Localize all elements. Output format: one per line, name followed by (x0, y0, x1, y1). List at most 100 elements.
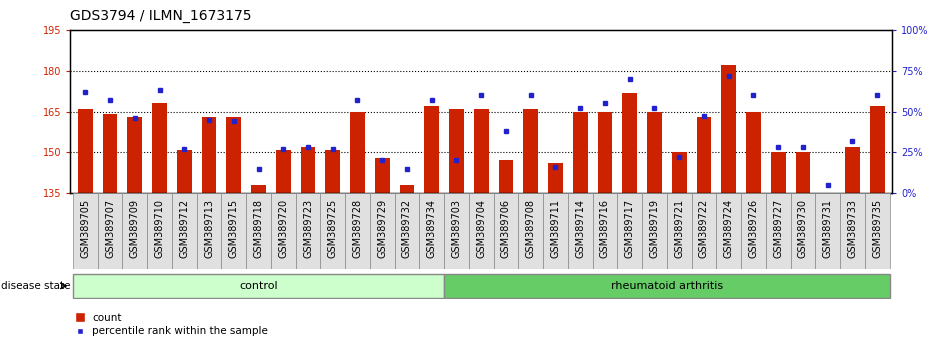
FancyBboxPatch shape (667, 193, 692, 269)
Text: GSM389730: GSM389730 (798, 199, 808, 258)
FancyBboxPatch shape (865, 193, 889, 269)
FancyBboxPatch shape (444, 274, 889, 298)
Bar (671, 152, 686, 193)
Text: GSM389723: GSM389723 (303, 199, 313, 258)
Bar (721, 65, 736, 193)
FancyBboxPatch shape (791, 193, 815, 269)
FancyBboxPatch shape (494, 193, 518, 269)
Text: GSM389724: GSM389724 (724, 199, 733, 258)
Text: GSM389711: GSM389711 (550, 199, 561, 258)
FancyBboxPatch shape (543, 193, 568, 269)
Bar (845, 147, 860, 193)
Text: GSM389717: GSM389717 (624, 199, 635, 258)
Text: rheumatoid arthritis: rheumatoid arthritis (610, 281, 723, 291)
Text: GSM389733: GSM389733 (848, 199, 857, 258)
FancyBboxPatch shape (518, 193, 543, 269)
Text: GSM389721: GSM389721 (674, 199, 685, 258)
Text: GSM389712: GSM389712 (179, 199, 190, 258)
FancyBboxPatch shape (815, 193, 840, 269)
Text: GSM389727: GSM389727 (773, 199, 783, 258)
Text: GSM389706: GSM389706 (501, 199, 511, 258)
FancyBboxPatch shape (444, 193, 469, 269)
Bar (597, 112, 612, 193)
Text: GSM389732: GSM389732 (402, 199, 412, 258)
Bar (548, 163, 562, 193)
Bar (449, 109, 464, 193)
FancyBboxPatch shape (692, 193, 716, 269)
Bar (102, 114, 117, 193)
Bar (276, 149, 291, 193)
Bar (400, 185, 414, 193)
Text: GSM389715: GSM389715 (229, 199, 239, 258)
Text: GSM389714: GSM389714 (576, 199, 585, 258)
FancyBboxPatch shape (469, 193, 494, 269)
Bar (325, 149, 340, 193)
FancyBboxPatch shape (73, 274, 444, 298)
Text: GSM389720: GSM389720 (278, 199, 288, 258)
FancyBboxPatch shape (172, 193, 196, 269)
Text: GSM389705: GSM389705 (80, 199, 90, 258)
Text: disease state: disease state (1, 281, 70, 291)
FancyBboxPatch shape (222, 193, 246, 269)
Bar (152, 103, 167, 193)
Bar (623, 92, 638, 193)
Bar (177, 149, 192, 193)
Legend: count, percentile rank within the sample: count, percentile rank within the sample (76, 313, 269, 336)
FancyBboxPatch shape (741, 193, 766, 269)
Bar (647, 112, 662, 193)
Text: GDS3794 / ILMN_1673175: GDS3794 / ILMN_1673175 (70, 9, 252, 23)
FancyBboxPatch shape (122, 193, 147, 269)
Bar (523, 109, 538, 193)
Bar (350, 112, 365, 193)
Text: GSM389726: GSM389726 (748, 199, 759, 258)
Text: GSM389713: GSM389713 (204, 199, 214, 258)
FancyBboxPatch shape (246, 193, 270, 269)
FancyBboxPatch shape (270, 193, 296, 269)
Text: GSM389731: GSM389731 (823, 199, 833, 258)
FancyBboxPatch shape (98, 193, 122, 269)
FancyBboxPatch shape (147, 193, 172, 269)
Text: GSM389718: GSM389718 (254, 199, 264, 258)
FancyBboxPatch shape (617, 193, 642, 269)
Bar (300, 147, 316, 193)
FancyBboxPatch shape (196, 193, 222, 269)
Bar (375, 158, 390, 193)
Bar (795, 152, 810, 193)
Text: GSM389722: GSM389722 (699, 199, 709, 258)
FancyBboxPatch shape (642, 193, 667, 269)
Bar (424, 106, 439, 193)
FancyBboxPatch shape (320, 193, 346, 269)
Text: GSM389728: GSM389728 (352, 199, 362, 258)
FancyBboxPatch shape (394, 193, 420, 269)
Bar (499, 160, 514, 193)
Bar (697, 117, 712, 193)
Bar (771, 152, 786, 193)
Bar (78, 109, 93, 193)
Text: control: control (239, 281, 278, 291)
FancyBboxPatch shape (716, 193, 741, 269)
Bar (870, 106, 885, 193)
FancyBboxPatch shape (296, 193, 320, 269)
FancyBboxPatch shape (420, 193, 444, 269)
Bar (202, 117, 216, 193)
FancyBboxPatch shape (568, 193, 593, 269)
Text: GSM389719: GSM389719 (650, 199, 659, 258)
Bar (573, 112, 588, 193)
Bar (251, 185, 266, 193)
FancyBboxPatch shape (840, 193, 865, 269)
FancyBboxPatch shape (593, 193, 617, 269)
Bar (474, 109, 488, 193)
Bar (747, 112, 761, 193)
Bar (226, 117, 241, 193)
FancyBboxPatch shape (346, 193, 370, 269)
Text: GSM389735: GSM389735 (872, 199, 883, 258)
Bar (128, 117, 142, 193)
Text: GSM389708: GSM389708 (526, 199, 536, 258)
Text: GSM389709: GSM389709 (130, 199, 140, 258)
FancyBboxPatch shape (73, 193, 98, 269)
FancyBboxPatch shape (370, 193, 394, 269)
Text: GSM389734: GSM389734 (426, 199, 437, 258)
Text: GSM389716: GSM389716 (600, 199, 610, 258)
Text: GSM389710: GSM389710 (155, 199, 164, 258)
Text: GSM389707: GSM389707 (105, 199, 115, 258)
